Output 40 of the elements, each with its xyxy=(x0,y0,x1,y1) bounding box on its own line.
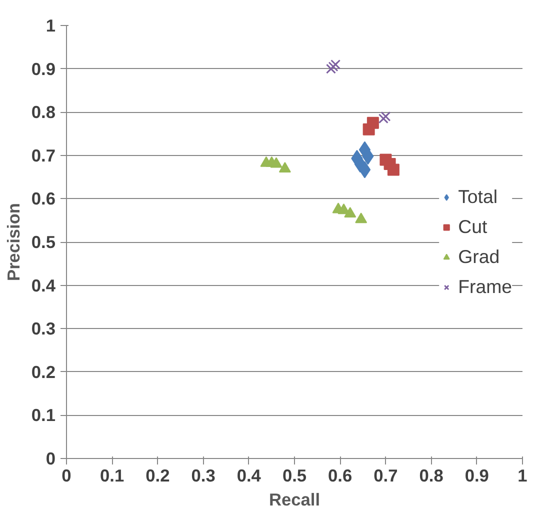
x-axis-title: Recall xyxy=(268,490,320,510)
y-tick-label: 0.2 xyxy=(31,362,56,382)
y-axis-title: Precision xyxy=(3,202,24,282)
point xyxy=(270,157,282,168)
y-tick-label: 0.1 xyxy=(31,405,56,426)
point xyxy=(355,212,368,224)
legend-label: Cut xyxy=(458,216,488,238)
point xyxy=(344,207,356,218)
legend-label: Grad xyxy=(458,246,500,268)
x-tick-label: 0.9 xyxy=(464,466,489,486)
y-tick-label: 0.4 xyxy=(31,275,56,296)
point xyxy=(358,161,371,178)
y-tick-label: 0.7 xyxy=(31,145,56,166)
point xyxy=(380,111,391,122)
legend-label: Frame xyxy=(458,276,512,298)
x-tick-label: 1 xyxy=(518,466,528,486)
legend-label: Total xyxy=(458,186,498,208)
x-tick-label: 0.1 xyxy=(100,466,125,486)
point xyxy=(330,59,341,70)
y-tick-label: 0.6 xyxy=(31,188,56,209)
point xyxy=(378,114,388,124)
x-tick-label: 0.5 xyxy=(282,466,307,486)
x-tick-label: 0.7 xyxy=(374,466,398,486)
point xyxy=(278,162,291,172)
point xyxy=(326,64,336,74)
y-tick-label: 0.8 xyxy=(31,102,56,122)
x-tick-label: 0.4 xyxy=(236,466,262,486)
x-tick-label: 0.3 xyxy=(191,466,216,486)
y-tick-label: 0.3 xyxy=(31,318,56,339)
x-tick-label: 0.8 xyxy=(419,466,444,486)
y-tick-label: 0.5 xyxy=(31,232,56,252)
y-tick-label: 0.9 xyxy=(31,58,56,79)
point xyxy=(380,154,392,166)
point xyxy=(328,62,338,72)
point xyxy=(366,116,379,129)
x-tick-label: 0.6 xyxy=(328,466,353,486)
y-tick-label: 0 xyxy=(46,448,56,468)
y-tick-label: 1 xyxy=(46,16,56,36)
x-tick-label: 0.2 xyxy=(146,466,170,486)
x-tick-label: 0 xyxy=(62,466,72,486)
